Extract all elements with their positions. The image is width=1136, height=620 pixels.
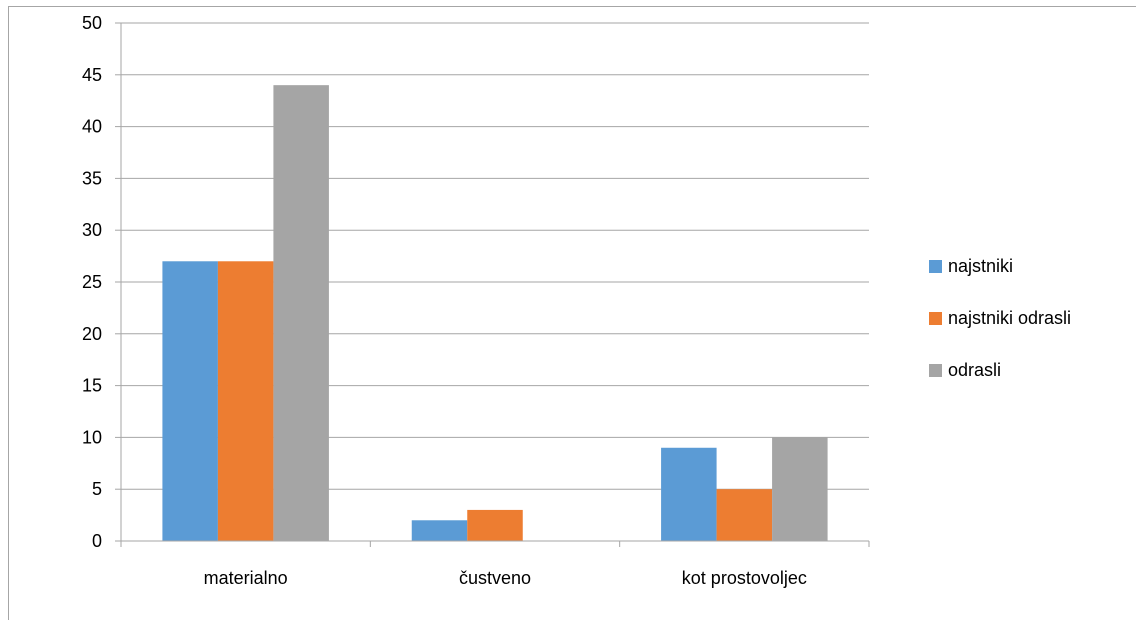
bar-čustveno-najstniki <box>411 520 468 541</box>
y-tick-label-15: 15 <box>82 376 102 396</box>
y-tick-label-30: 30 <box>82 220 102 240</box>
legend-label-najstniki: najstniki <box>948 255 1014 276</box>
bar-materialno-odrasli <box>273 85 329 541</box>
legend-item-najstniki: najstniki <box>929 254 1071 278</box>
bar-čustveno-najstniki-odrasli <box>467 509 523 541</box>
legend-swatch-najstniki <box>929 259 942 273</box>
y-tick-label-20: 20 <box>82 324 102 344</box>
bar-kot-prostovoljec-najstniki <box>661 447 717 541</box>
y-tick-label-0: 0 <box>92 531 102 551</box>
legend-item-najstniki-odrasli: najstniki odrasli <box>929 306 1071 330</box>
bar-kot-prostovoljec-odrasli <box>772 437 828 541</box>
y-tick-label-5: 5 <box>92 479 102 499</box>
legend-item-odrasli: odrasli <box>929 358 1071 382</box>
legend-label-najstniki-odrasli: najstniki odrasli <box>948 307 1072 328</box>
chart-frame <box>8 6 1136 620</box>
legend: najstniki najstniki odrasli odrasli <box>929 254 1071 410</box>
y-tick-label-40: 40 <box>82 117 102 137</box>
legend-label-odrasli: odrasli <box>948 359 1002 380</box>
bar-materialno-najstniki-odrasli <box>217 261 274 541</box>
x-tick-label-čustveno: čustveno <box>459 568 531 588</box>
bar-materialno-najstniki <box>162 261 218 541</box>
y-tick-label-25: 25 <box>82 272 102 292</box>
y-tick-label-50: 50 <box>82 13 102 33</box>
x-tick-label-kot-prostovoljec: kot prostovoljec <box>682 568 807 588</box>
legend-swatch-najstniki-odrasli <box>929 311 942 325</box>
x-tick-label-materialno: materialno <box>204 568 288 588</box>
y-tick-label-10: 10 <box>82 427 102 447</box>
bar-kot-prostovoljec-najstniki-odrasli <box>716 489 773 541</box>
legend-swatch-odrasli <box>929 363 942 377</box>
y-tick-label-45: 45 <box>82 65 102 85</box>
y-tick-label-35: 35 <box>82 168 102 188</box>
